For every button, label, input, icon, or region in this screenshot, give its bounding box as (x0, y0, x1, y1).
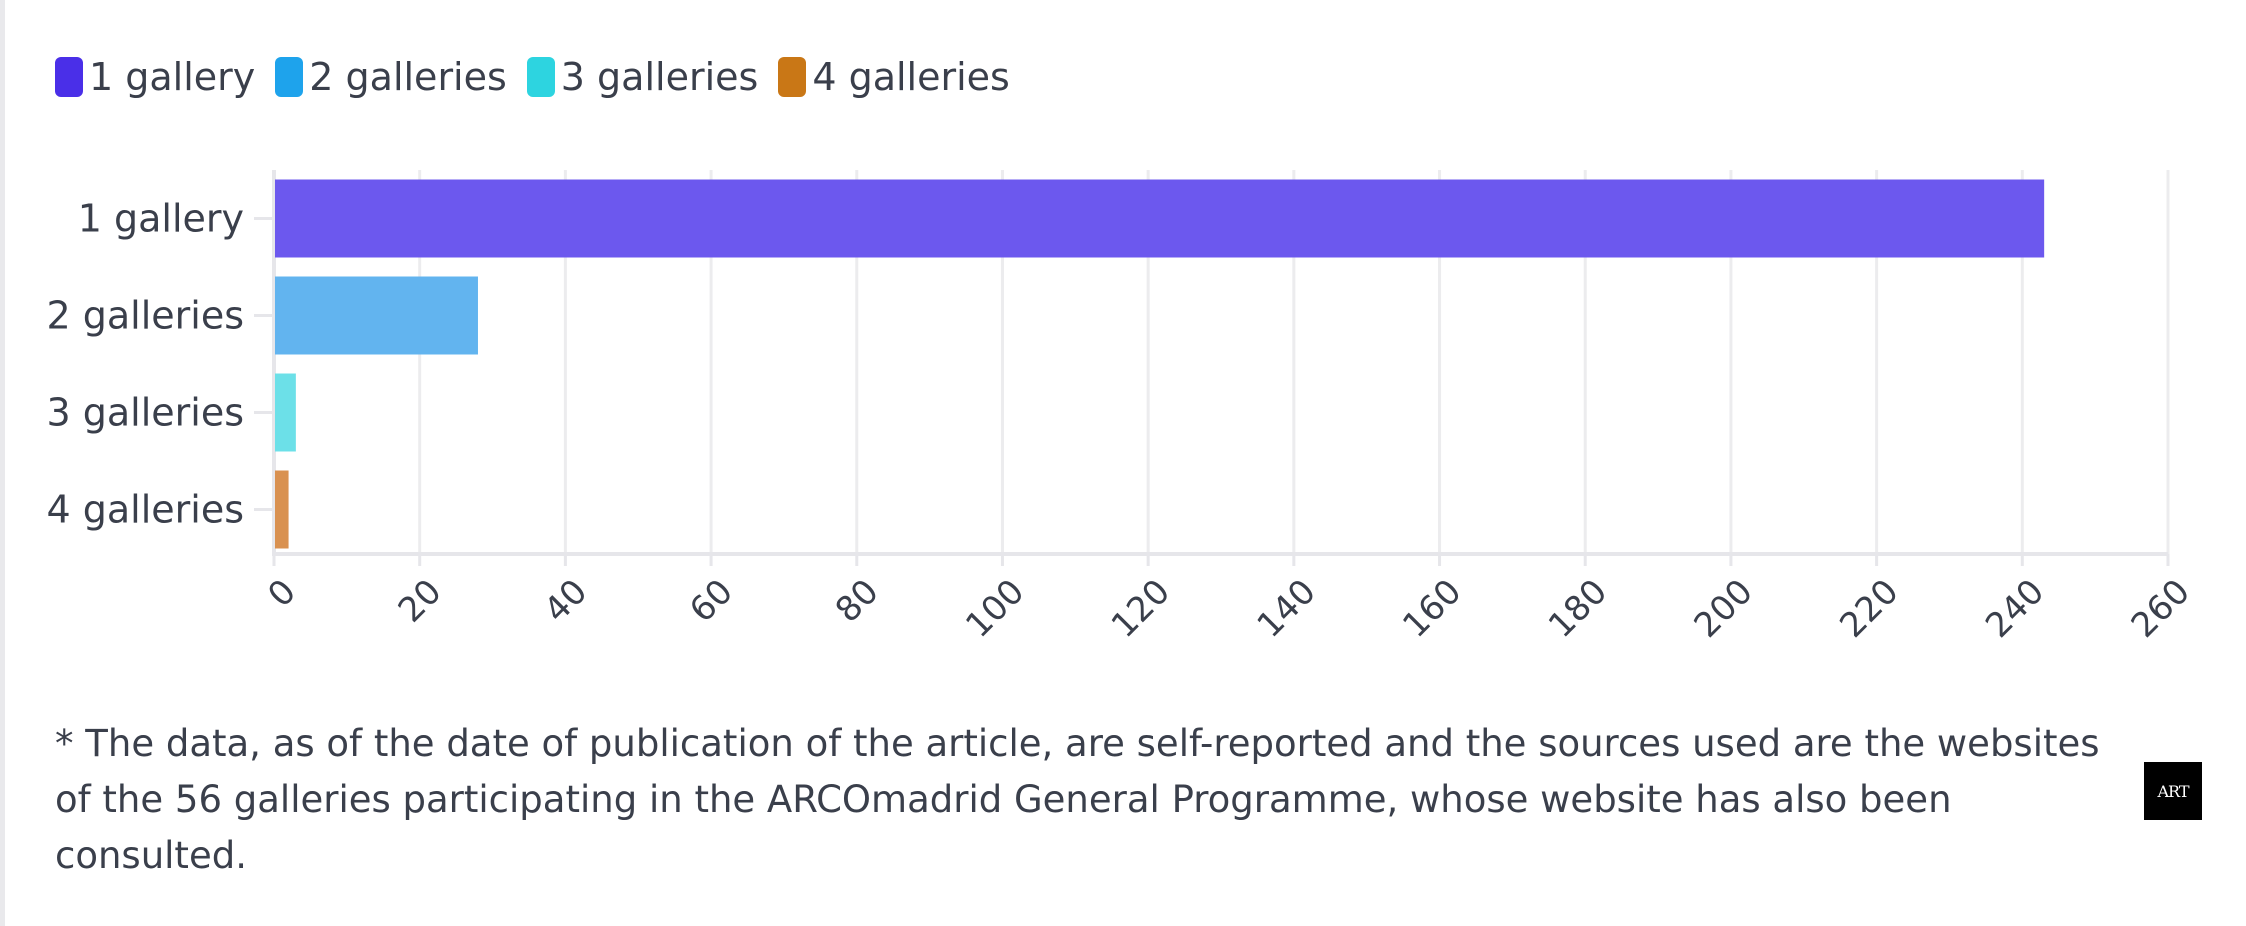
y-category-label: 1 gallery (78, 197, 244, 241)
art-logo: ART (2144, 762, 2202, 820)
legend-label: 3 galleries (560, 55, 759, 99)
x-tick-label: 80 (828, 572, 887, 631)
legend-swatch-2-galleries (275, 57, 304, 97)
legend-label: 4 galleries (812, 55, 1010, 99)
legend-swatch-3-galleries (526, 57, 555, 97)
footnote: * The data, as of the date of publicatio… (55, 722, 2100, 877)
legend-item-1-gallery[interactable]: 1 gallery (55, 52, 255, 102)
legend-item-4-galleries[interactable]: 4 galleries (778, 52, 1010, 102)
legend-item-3-galleries[interactable]: 3 galleries (526, 52, 759, 102)
x-tick-label: 100 (958, 572, 1032, 646)
legend-swatch-4-galleries (778, 57, 807, 97)
x-tick-label: 140 (1250, 572, 1324, 646)
legend-swatch-1-gallery (55, 57, 83, 97)
bar-3-galleries (275, 373, 296, 452)
y-category-label: 3 galleries (46, 391, 244, 435)
x-tick-label: 200 (1687, 572, 1761, 646)
x-tick-label: 120 (1104, 572, 1178, 646)
bar-2-galleries (275, 276, 478, 355)
bar-1-gallery (275, 179, 2045, 258)
bar-chart-svg: 0 20 40 60 80 100 120 140 160 180 200 220 240 260 1 ga… (46, 170, 2198, 646)
bar-chart: 0 20 40 60 80 100 120 140 160 180 200 220 240 260 1 ga… (0, 140, 2246, 680)
bar-4-galleries (275, 470, 289, 549)
x-tick-label: 0 (260, 572, 304, 616)
x-tick-label: 40 (536, 572, 595, 631)
x-tick-label: 60 (682, 572, 741, 631)
x-tick-label: 20 (391, 572, 450, 631)
x-tick-label: 160 (1395, 572, 1469, 646)
x-tick-label: 180 (1541, 572, 1615, 646)
y-category-label: 2 galleries (46, 294, 244, 338)
x-tick-label: 220 (1832, 572, 1906, 646)
legend-label: 2 galleries (309, 55, 507, 99)
left-border (0, 0, 5, 926)
x-tick-label: 240 (1978, 572, 2052, 646)
y-category-label: 4 galleries (46, 488, 244, 532)
x-tick-label: 260 (2124, 572, 2198, 646)
chart-legend: 1 gallery 2 galleries 3 galleries 4 gall… (55, 52, 1030, 102)
legend-item-2-galleries[interactable]: 2 galleries (275, 52, 507, 102)
legend-label: 1 gallery (89, 55, 256, 99)
